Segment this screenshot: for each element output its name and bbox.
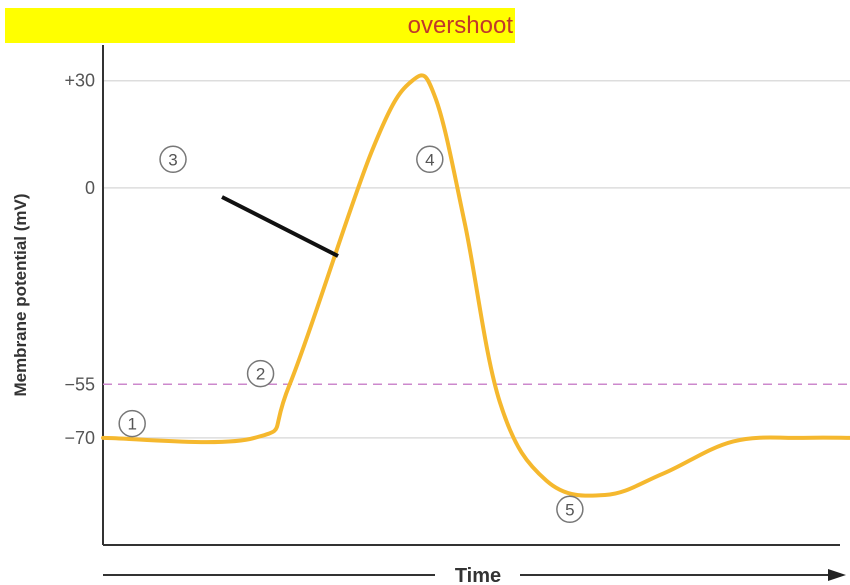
y-axis-label: Membrane potential (mV) [11,193,30,396]
annotation-pointer-3 [221,195,339,258]
step-marker-2: 2 [246,359,275,388]
svg-text:3: 3 [168,150,177,169]
y-tick-label: −55 [64,374,95,394]
y-tick-label: −70 [64,428,95,448]
potential-curve [101,73,850,498]
time-arrowhead [828,569,846,581]
step-marker-4: 4 [416,145,444,174]
svg-text:1: 1 [127,415,136,434]
svg-text:5: 5 [565,500,574,519]
y-tick-label: +30 [64,71,95,91]
step-marker-3: 3 [159,145,187,174]
x-axis-label: Time [455,565,501,585]
svg-text:2: 2 [256,365,265,384]
overshoot-label: overshoot [407,12,513,39]
y-tick-label: 0 [85,178,95,198]
step-marker-5: 5 [556,495,584,524]
step-marker-1: 1 [118,409,146,438]
svg-text:4: 4 [425,150,434,169]
overshoot-highlight: overshoot [5,8,515,43]
